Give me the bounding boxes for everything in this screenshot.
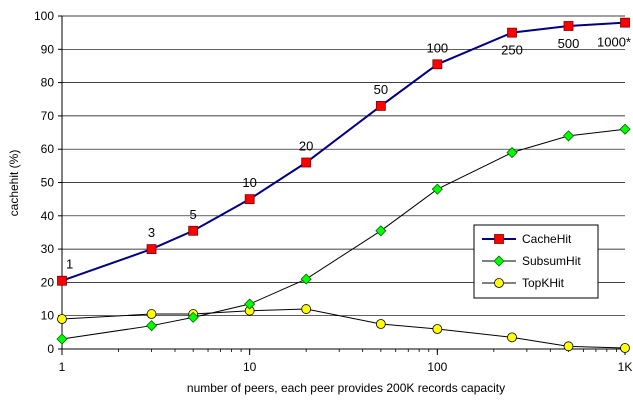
data-point-cachehit: [432, 59, 443, 70]
legend: CacheHit SubsumHit TopKHit: [473, 224, 599, 299]
data-label-cachehit: 20: [299, 139, 313, 154]
data-point-subsumhit: [300, 273, 312, 285]
data-point-cachehit: [146, 244, 157, 255]
y-tick-label: 60: [41, 142, 55, 156]
y-tick-label: 100: [34, 9, 54, 23]
data-point-topkhit: [301, 304, 312, 314]
data-point-subsumhit: [244, 298, 256, 310]
series-group: 1 3 5 10 20 50 100 250 500 1000*: [56, 17, 631, 353]
y-tick-label: 40: [41, 209, 55, 223]
data-point-subsumhit: [56, 333, 68, 345]
data-point-subsumhit: [187, 311, 199, 323]
x-tick-label: 1K: [618, 360, 633, 374]
data-point-cachehit: [57, 275, 67, 286]
legend-marker-cachehit: [494, 234, 504, 244]
series-line-topkhit: [61, 308, 626, 349]
data-label-cachehit: 1: [66, 257, 73, 272]
data-point-subsumhit: [506, 146, 518, 159]
y-tick-label: 0: [47, 342, 54, 356]
data-label-cachehit: 250: [501, 43, 523, 58]
y-tick-label: 80: [41, 76, 55, 90]
data-point-cachehit: [507, 27, 517, 38]
data-point-topkhit: [507, 332, 517, 343]
data-label-cachehit: 10: [242, 175, 256, 190]
y-tick-label: 10: [41, 309, 55, 323]
series-line-subsumhit: [61, 128, 626, 340]
data-point-subsumhit: [562, 130, 575, 142]
data-point-cachehit: [188, 225, 199, 236]
data-point-cachehit: [244, 194, 255, 205]
data-point-cachehit: [563, 21, 574, 31]
data-point-topkhit: [57, 314, 67, 324]
data-point-subsumhit: [375, 225, 387, 237]
data-point-topkhit: [146, 309, 157, 319]
y-tick-label: 90: [41, 42, 55, 56]
grid-lines: [62, 15, 625, 350]
data-label-cachehit: 5: [190, 207, 197, 222]
data-point-topkhit: [563, 341, 574, 352]
data-point-cachehit: [301, 157, 312, 168]
data-point-subsumhit: [619, 123, 631, 135]
y-tick-label: 30: [41, 242, 55, 256]
legend-marker-topkhit: [494, 278, 504, 288]
legend-marker-subsumhit: [493, 255, 505, 267]
x-tick-label: 1: [59, 360, 66, 374]
legend-label-topkhit: TopKHit: [522, 276, 565, 290]
legend-label-cachehit: CacheHit: [522, 232, 572, 246]
data-point-subsumhit: [145, 320, 158, 332]
series-line-cachehit: [61, 21, 626, 282]
data-point-topkhit: [375, 319, 386, 329]
data-label-cachehit: 3: [148, 225, 155, 240]
y-tick-label: 50: [41, 176, 55, 190]
data-label-cachehit: 1000*: [597, 35, 631, 50]
data-point-cachehit: [375, 101, 386, 111]
data-point-topkhit: [432, 324, 443, 334]
x-tick-label: 10: [243, 360, 257, 374]
data-label-cachehit: 500: [558, 36, 580, 51]
data-point-cachehit: [620, 17, 630, 28]
data-point-topkhit: [620, 343, 630, 353]
y-tick-label: 20: [41, 275, 55, 289]
x-axis-title: number of peers, each peer provides 200K…: [187, 381, 505, 395]
data-label-cachehit: 50: [374, 82, 388, 97]
data-point-subsumhit: [431, 183, 443, 195]
y-axis-title: cachehit (%): [7, 150, 21, 217]
data-label-cachehit: 100: [426, 40, 448, 55]
legend-label-subsumhit: SubsumHit: [522, 254, 581, 268]
x-tick-label: 100: [427, 360, 447, 374]
y-tick-label: 70: [41, 109, 55, 123]
